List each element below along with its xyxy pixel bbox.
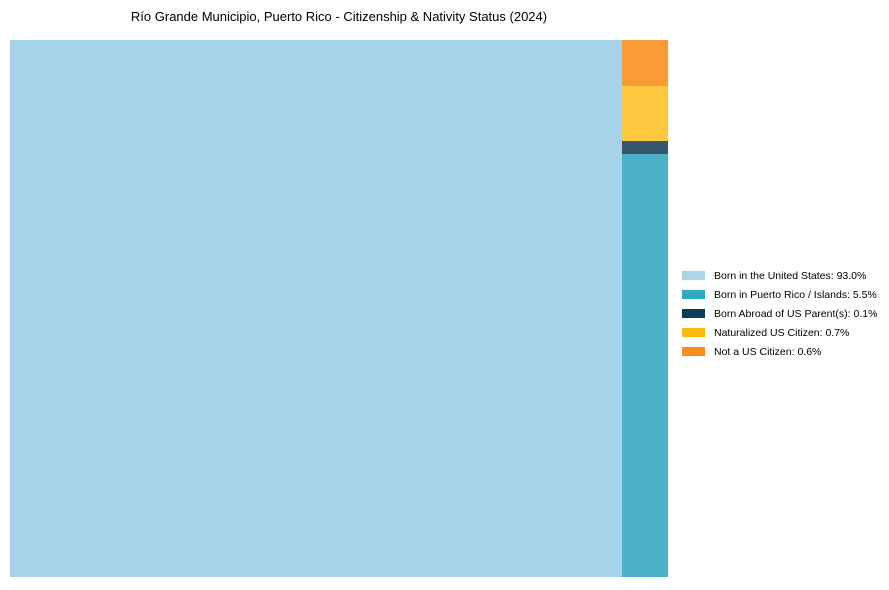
treemap-block-born-in-the-united-states[interactable] [10,40,622,577]
legend-label: Not a US Citizen: 0.6% [714,345,822,358]
legend-item-born-in-the-united-states[interactable]: Born in the United States: 93.0% [682,266,877,285]
legend-item-not-a-us-citizen[interactable]: Not a US Citizen: 0.6% [682,342,877,361]
treemap-block-naturalized-us-citizen[interactable] [622,85,668,141]
legend-label: Born in Puerto Rico / Islands: 5.5% [714,288,877,301]
legend-label: Naturalized US Citizen: 0.7% [714,326,850,339]
legend-label: Born Abroad of US Parent(s): 0.1% [714,307,878,320]
treemap-block-born-abroad-of-us-parent-s[interactable] [622,140,668,154]
legend-item-naturalized-us-citizen[interactable]: Naturalized US Citizen: 0.7% [682,323,877,342]
legend-swatch-icon [682,271,705,280]
legend-item-born-in-puerto-rico-islands[interactable]: Born in Puerto Rico / Islands: 5.5% [682,285,877,304]
legend-swatch-icon [682,347,705,356]
legend-swatch-icon [682,328,705,337]
chart-title: Río Grande Municipio, Puerto Rico - Citi… [130,9,548,24]
treemap-block-not-a-us-citizen[interactable] [622,40,668,86]
treemap-block-born-in-puerto-rico-islands[interactable] [622,154,668,577]
legend: Born in the United States: 93.0% Born in … [682,266,877,361]
legend-swatch-icon [682,309,705,318]
legend-item-born-abroad-of-us-parent-s[interactable]: Born Abroad of US Parent(s): 0.1% [682,304,877,323]
treemap [10,40,668,577]
legend-label: Born in the United States: 93.0% [714,269,867,282]
legend-swatch-icon [682,290,705,299]
